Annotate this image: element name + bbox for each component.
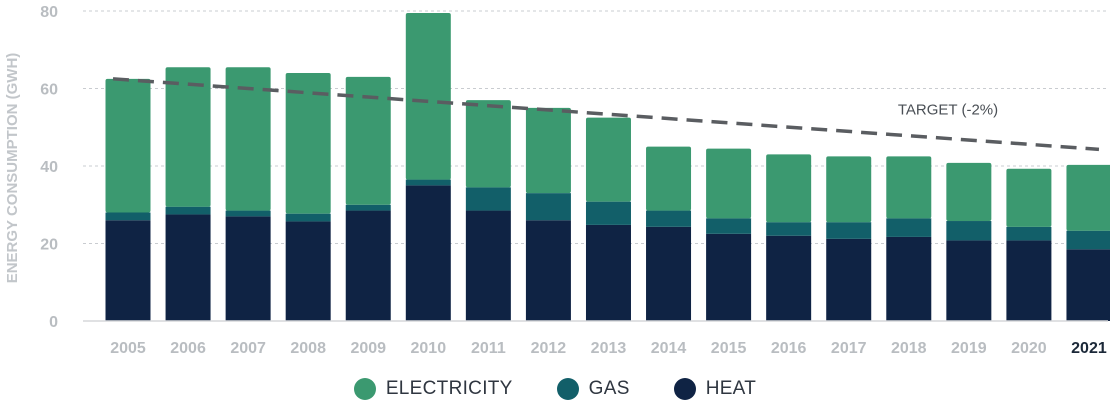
target-line-label: TARGET (-2%) — [898, 102, 998, 119]
bar-heat-2015 — [706, 233, 752, 321]
x-tick-label: 2015 — [711, 340, 747, 357]
bar-electricity-2012 — [525, 107, 571, 194]
bar-electricity-2018 — [886, 156, 932, 219]
x-tick-label: 2017 — [831, 340, 867, 357]
legend-swatch — [673, 378, 696, 400]
x-tick-label: 2013 — [591, 340, 627, 357]
bar-electricity-2009 — [345, 76, 391, 205]
bar-gas-2018 — [886, 218, 932, 237]
bar-gas-2011 — [465, 187, 511, 211]
bar-heat-2008 — [285, 221, 331, 321]
bar-heat-2011 — [465, 210, 511, 321]
bar-gas-2005 — [105, 212, 151, 221]
bar-gas-2015 — [706, 218, 752, 234]
legend-item-gas: GAS — [556, 378, 630, 400]
bar-electricity-2019 — [946, 162, 992, 222]
y-tick-label: 0 — [49, 314, 58, 331]
bar-gas-2014 — [646, 210, 692, 227]
bar-gas-2021 — [1066, 230, 1110, 250]
axes: 0 20 40 60 80 2005 2006 2007 2008 2009 2010 2011 201… — [40, 4, 1108, 357]
bar-electricity-2016 — [766, 154, 812, 223]
legend: ELECTRICITY GAS HEAT — [0, 378, 1110, 400]
bar-electricity-2017 — [826, 156, 872, 223]
x-tick-label: 2005 — [110, 340, 146, 357]
x-tick-label: 2008 — [290, 340, 326, 357]
bar-heat-2009 — [345, 210, 391, 321]
legend-item-electricity: ELECTRICITY — [353, 378, 513, 400]
legend-swatch — [353, 378, 376, 400]
bar-electricity-2020 — [1006, 168, 1052, 227]
bar-electricity-2008 — [285, 73, 331, 214]
bar-heat-2005 — [105, 220, 151, 321]
y-tick-label: 40 — [40, 159, 58, 176]
bar-heat-2021 — [1066, 249, 1110, 321]
legend-item-heat: HEAT — [673, 378, 757, 400]
x-tick-label: 2018 — [891, 340, 927, 357]
bar-electricity-2006 — [165, 67, 211, 207]
bar-heat-2006 — [165, 214, 211, 321]
x-tick-label: 2014 — [651, 340, 687, 357]
bar-gas-2016 — [766, 222, 812, 236]
x-tick-label: 2012 — [531, 340, 567, 357]
target-line-group: TARGET (-2%) — [112, 77, 1100, 152]
bar-gas-2020 — [1006, 226, 1052, 241]
bar-heat-2010 — [405, 185, 451, 321]
bar-electricity-2007 — [225, 67, 271, 211]
bar-electricity-2010 — [405, 12, 451, 180]
x-tick-label: 2011 — [471, 340, 506, 357]
bar-electricity-2014 — [646, 146, 692, 211]
bar-heat-2007 — [225, 216, 271, 321]
legend-label: GAS — [588, 378, 630, 399]
bar-gas-2012 — [525, 193, 571, 221]
legend-label: ELECTRICITY — [385, 378, 513, 399]
bar-heat-2020 — [1006, 240, 1052, 321]
bar-heat-2019 — [946, 240, 992, 321]
y-tick-label: 60 — [40, 82, 58, 99]
x-tick-label: 2020 — [1011, 340, 1047, 357]
target-line — [112, 77, 1100, 152]
x-tick-label: 2010 — [411, 340, 447, 357]
bar-gas-2013 — [585, 201, 631, 225]
bar-heat-2013 — [585, 224, 631, 321]
energy-consumption-chart: TARGET (-2%) 0 20 40 60 80 2005 2006 2007 2008 20… — [4, 4, 1110, 357]
bar-gas-2010 — [405, 179, 451, 186]
x-tick-label: 2019 — [951, 340, 987, 357]
bar-electricity-2015 — [706, 148, 752, 219]
x-tick-label: 2006 — [170, 340, 206, 357]
y-tick-label: 20 — [40, 237, 58, 254]
bar-gas-2008 — [285, 213, 331, 222]
bar-heat-2017 — [826, 238, 872, 321]
bar-gas-2017 — [826, 222, 872, 239]
bar-heat-2016 — [766, 235, 812, 321]
bar-electricity-2011 — [465, 100, 511, 188]
y-axis-title: ENERGY CONSUMPTION (GWH) — [4, 53, 21, 284]
bar-electricity-2005 — [105, 78, 151, 213]
bar-heat-2014 — [646, 226, 692, 321]
x-tick-label: 2009 — [350, 340, 386, 357]
bar-gas-2006 — [165, 206, 211, 215]
bar-heat-2018 — [886, 236, 932, 321]
bar-gas-2019 — [946, 221, 992, 241]
y-tick-label: 80 — [40, 4, 58, 21]
bar-electricity-2013 — [585, 117, 631, 202]
bar-gas-2007 — [225, 210, 271, 217]
x-tick-label: 2021 — [1071, 340, 1107, 357]
x-tick-label: 2007 — [230, 340, 266, 357]
legend-swatch — [556, 378, 579, 400]
legend-label: HEAT — [705, 378, 757, 399]
x-tick-label: 2016 — [771, 340, 807, 357]
bar-electricity-2021 — [1066, 164, 1110, 231]
bar-gas-2009 — [345, 204, 391, 211]
bars — [105, 12, 1110, 321]
bar-heat-2012 — [525, 220, 571, 321]
